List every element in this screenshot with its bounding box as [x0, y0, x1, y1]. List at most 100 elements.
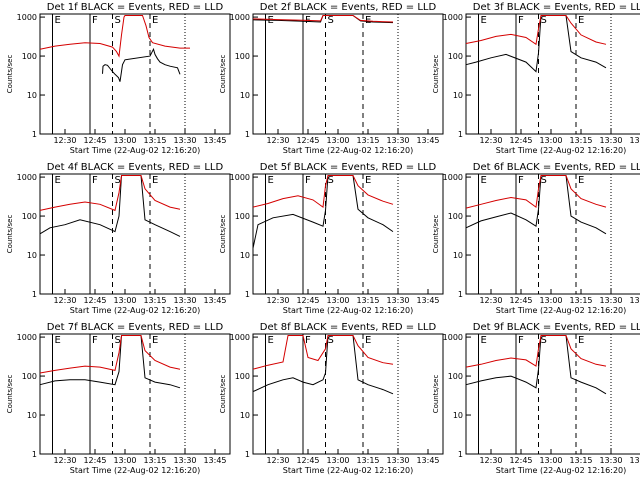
- y-axis-label: Counts/sec: [6, 375, 14, 414]
- event-marker-label: E: [578, 175, 584, 186]
- series-line-events: [39, 175, 181, 237]
- x-axis-label: Start Time (22-Aug-02 12:16:20): [283, 466, 414, 475]
- x-tick-label: 13:15: [356, 136, 379, 145]
- x-tick-label: 13:00: [113, 296, 136, 305]
- x-tick-label: 13:30: [599, 296, 622, 305]
- event-marker-label: E: [268, 175, 274, 186]
- x-tick-label: 13:15: [356, 456, 379, 465]
- y-tick-label: 10: [27, 91, 37, 100]
- x-tick-label: 13:45: [203, 456, 226, 465]
- x-tick-label: 13:30: [173, 456, 196, 465]
- x-axis-label: Start Time (22-Aug-02 12:16:20): [496, 306, 627, 315]
- y-tick-label: 1000: [17, 13, 37, 22]
- chart-panel-3: Det 3f BLACK = Events, RED = LLD 1 10 100 10…: [432, 2, 640, 155]
- y-tick-label: 10: [240, 411, 250, 420]
- series-line-lld: [252, 15, 394, 23]
- y-tick-label: 1: [32, 290, 37, 299]
- x-tick-label: 13:15: [143, 456, 166, 465]
- x-axis-label: Start Time (22-Aug-02 12:16:20): [70, 146, 201, 155]
- chart-panel-8: Det 8f BLACK = Events, RED = LLD 1 10 100 10…: [219, 322, 444, 475]
- x-tick-label: 13:15: [569, 456, 592, 465]
- event-marker-label: E: [152, 175, 158, 186]
- series-line-events: [465, 175, 607, 235]
- event-marker-label: E: [481, 335, 487, 346]
- series-line-lld: [252, 335, 394, 370]
- x-tick-label: 12:30: [53, 456, 76, 465]
- event-marker-label: E: [365, 335, 371, 346]
- x-tick-label: 12:30: [479, 296, 502, 305]
- y-tick-label: 10: [453, 251, 463, 260]
- event-marker-label: F: [92, 175, 98, 186]
- x-tick-label: 12:45: [296, 456, 319, 465]
- x-tick-label: 13:15: [569, 136, 592, 145]
- x-tick-label: 13:00: [326, 296, 349, 305]
- y-tick-label: 1000: [17, 173, 37, 182]
- y-tick-label: 1: [32, 450, 37, 459]
- event-marker-label: S: [115, 335, 121, 346]
- x-axis-label: Start Time (22-Aug-02 12:16:20): [496, 146, 627, 155]
- x-tick-label: 12:30: [53, 136, 76, 145]
- y-tick-label: 10: [453, 91, 463, 100]
- y-axis-label: Counts/sec: [219, 55, 227, 94]
- x-tick-label: 13:00: [326, 456, 349, 465]
- series-line-events: [252, 175, 394, 249]
- series-line-events: [102, 47, 181, 82]
- x-tick-label: 13:00: [539, 296, 562, 305]
- y-tick-label: 1: [458, 290, 463, 299]
- chart-title: Det 2f BLACK = Events, RED = LLD: [260, 2, 437, 13]
- event-marker-label: E: [578, 15, 584, 26]
- event-marker-label: S: [328, 175, 334, 186]
- x-tick-label: 13:00: [539, 136, 562, 145]
- y-tick-label: 100: [22, 212, 37, 221]
- series-line-events: [465, 15, 607, 73]
- x-tick-label: 13:45: [203, 296, 226, 305]
- event-marker-label: E: [481, 15, 487, 26]
- x-tick-label: 13:15: [143, 136, 166, 145]
- y-axis-label: Counts/sec: [219, 215, 227, 254]
- y-tick-label: 1: [32, 130, 37, 139]
- x-tick-label: 13:30: [599, 456, 622, 465]
- x-tick-label: 12:45: [83, 296, 106, 305]
- x-tick-label: 13:15: [143, 296, 166, 305]
- chart-panel-6: Det 6f BLACK = Events, RED = LLD 1 10 100 10…: [432, 162, 640, 315]
- x-tick-label: 13:00: [326, 136, 349, 145]
- plot-frame: [465, 13, 640, 135]
- event-marker-label: F: [518, 335, 524, 346]
- y-tick-label: 100: [235, 372, 250, 381]
- x-axis-label: Start Time (22-Aug-02 12:16:20): [283, 146, 414, 155]
- chart-title: Det 8f BLACK = Events, RED = LLD: [260, 322, 437, 333]
- y-tick-label: 100: [22, 372, 37, 381]
- y-tick-label: 10: [240, 91, 250, 100]
- x-tick-label: 12:45: [83, 456, 106, 465]
- y-tick-label: 100: [235, 212, 250, 221]
- y-tick-label: 1000: [230, 173, 250, 182]
- plot-frame: [465, 173, 640, 295]
- y-tick-label: 100: [448, 52, 463, 61]
- x-tick-label: 13:45: [416, 456, 439, 465]
- x-tick-label: 13:30: [386, 296, 409, 305]
- y-axis-label: Counts/sec: [432, 55, 440, 94]
- event-marker-label: F: [92, 335, 98, 346]
- x-tick-label: 13:45: [416, 296, 439, 305]
- x-axis-label: Start Time (22-Aug-02 12:16:20): [496, 466, 627, 475]
- x-tick-label: 12:45: [509, 456, 532, 465]
- y-tick-label: 100: [448, 372, 463, 381]
- x-tick-label: 13:15: [569, 296, 592, 305]
- x-tick-label: 12:30: [266, 296, 289, 305]
- chart-title: Det 1f BLACK = Events, RED = LLD: [47, 2, 224, 13]
- event-marker-label: S: [541, 15, 547, 26]
- event-marker-label: S: [115, 175, 121, 186]
- y-tick-label: 10: [453, 411, 463, 420]
- y-tick-label: 100: [22, 52, 37, 61]
- x-axis-label: Start Time (22-Aug-02 12:16:20): [70, 466, 201, 475]
- event-marker-label: F: [518, 15, 524, 26]
- plot-frame: [252, 13, 444, 135]
- x-tick-label: 12:30: [266, 136, 289, 145]
- y-tick-label: 1000: [443, 173, 463, 182]
- x-tick-label: 12:45: [296, 136, 319, 145]
- x-tick-label: 13:15: [356, 296, 379, 305]
- x-tick-label: 12:45: [83, 136, 106, 145]
- event-marker-label: S: [115, 15, 121, 26]
- x-tick-label: 13:00: [113, 456, 136, 465]
